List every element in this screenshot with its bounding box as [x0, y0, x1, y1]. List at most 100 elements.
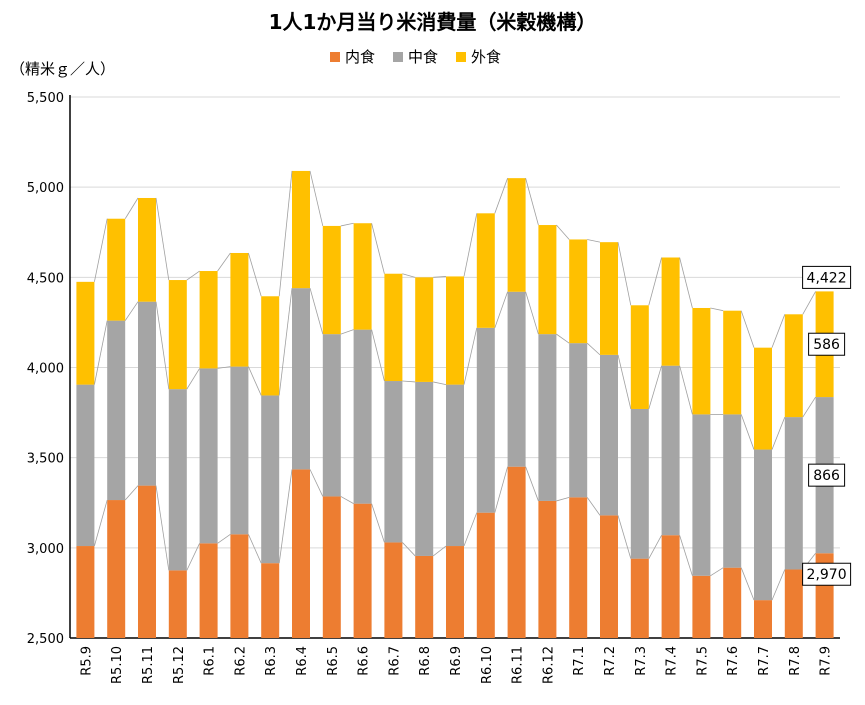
bar-gaishoku: [692, 307, 711, 415]
legend-item-uchishoku: 内食: [330, 46, 375, 67]
series-line-uchishoku: [556, 496, 570, 502]
bar-uchishoku: [692, 575, 711, 638]
legend-swatch-gaishoku: [456, 51, 467, 62]
y-axis-unit-label: （精米ｇ／人）: [10, 60, 116, 78]
bar-nakashoku: [138, 301, 156, 486]
x-tick-label: R6.5: [326, 646, 341, 676]
series-line-gaishoku: [679, 257, 693, 309]
series-line-uchishoku: [525, 466, 539, 502]
series-line-uchishoku: [494, 466, 508, 513]
series-line-gaishoku: [525, 178, 539, 226]
bar-nakashoku: [353, 329, 372, 504]
bar-nakashoku: [446, 384, 464, 547]
series-line-nakashoku: [679, 365, 693, 415]
series-line-gaishoku: [433, 276, 447, 278]
series-line-nakashoku: [771, 416, 786, 450]
y-tick-label: 4,000: [27, 362, 64, 377]
series-line-gaishoku: [556, 224, 570, 240]
x-tick-label: R6.9: [449, 646, 464, 676]
x-tick-label: R7.2: [603, 646, 618, 676]
x-tick-label: R7.7: [757, 646, 772, 676]
series-line-gaishoku: [186, 270, 200, 281]
series-line-gaishoku: [248, 252, 262, 297]
bar-nakashoku: [415, 381, 434, 556]
series-line-gaishoku: [494, 178, 508, 214]
bar-gaishoku: [230, 252, 249, 367]
series-line-uchishoku: [124, 485, 139, 501]
bar-gaishoku: [600, 242, 618, 355]
series-line-gaishoku: [463, 213, 478, 277]
bar-uchishoku: [76, 546, 95, 638]
x-tick-label: R6.4: [295, 646, 310, 676]
chart-title: 1人1か月当り米消費量（米穀機構）: [268, 10, 597, 34]
bar-gaishoku: [168, 280, 187, 390]
bar-nakashoku: [784, 417, 803, 570]
x-tick-label: R7.4: [665, 646, 680, 676]
series-line-uchishoku: [402, 542, 416, 557]
legend-label-gaishoku: 外食: [471, 48, 502, 66]
bar-nakashoku: [107, 320, 126, 501]
legend-label-uchishoku: 内食: [345, 48, 376, 66]
bar-gaishoku: [199, 271, 218, 369]
series-line-nakashoku: [556, 333, 570, 344]
bar-nakashoku: [538, 334, 557, 501]
x-tick-label: R7.3: [634, 646, 649, 676]
legend-item-gaishoku: 外食: [456, 46, 501, 67]
bar-nakashoku: [230, 366, 249, 535]
bar-nakashoku: [600, 354, 618, 516]
series-line-gaishoku: [309, 170, 324, 227]
x-tick-label: R6.11: [511, 646, 526, 684]
bar-nakashoku: [76, 384, 95, 547]
bar-uchishoku: [168, 570, 187, 638]
x-tick-label: R7.1: [572, 646, 587, 676]
series-line-nakashoku: [586, 342, 601, 356]
series-line-gaishoku: [802, 291, 816, 315]
series-line-gaishoku: [124, 197, 139, 219]
series-line-uchishoku: [371, 503, 385, 543]
y-tick-label: 3,000: [27, 542, 64, 557]
bar-nakashoku: [292, 288, 310, 470]
bar-gaishoku: [630, 305, 649, 409]
series-line-uchishoku: [309, 469, 324, 497]
bar-gaishoku: [754, 347, 772, 450]
bar-nakashoku: [754, 449, 772, 601]
annotation-uchishoku: 2,970: [807, 567, 847, 583]
series-line-nakashoku: [340, 329, 354, 335]
y-tick-label: 5,000: [27, 181, 64, 196]
bar-gaishoku: [322, 225, 341, 335]
series-line-nakashoku: [278, 288, 293, 396]
bar-nakashoku: [476, 327, 495, 513]
series-line-gaishoku: [648, 257, 662, 306]
series-line-nakashoku: [740, 414, 755, 450]
bar-uchishoku: [415, 555, 434, 638]
series-line-uchishoku: [771, 569, 786, 601]
bar-gaishoku: [569, 239, 588, 344]
series-line-uchishoku: [586, 497, 601, 516]
series-line-gaishoku: [371, 223, 385, 274]
x-tick-label: R5.9: [79, 646, 94, 676]
bar-nakashoku: [569, 343, 588, 498]
series-line-nakashoku: [617, 354, 632, 410]
bar-gaishoku: [723, 310, 742, 415]
bar-nakashoku: [322, 334, 341, 497]
bar-uchishoku: [600, 515, 618, 638]
series-line-nakashoku: [525, 291, 539, 335]
bar-gaishoku: [415, 277, 434, 382]
series-line-uchishoku: [648, 535, 662, 559]
series-line-nakashoku: [124, 301, 139, 321]
bar-uchishoku: [661, 535, 680, 638]
bar-gaishoku: [661, 257, 680, 366]
series-line-gaishoku: [94, 218, 108, 282]
series-line-nakashoku: [648, 365, 662, 410]
series-line-gaishoku: [617, 242, 632, 306]
bar-uchishoku: [507, 466, 526, 638]
series-line-uchishoku: [463, 512, 478, 547]
legend-swatch-uchishoku: [330, 51, 340, 62]
bar-nakashoku: [507, 291, 526, 467]
series-line-gaishoku: [771, 314, 786, 348]
bar-uchishoku: [353, 503, 372, 638]
bar-uchishoku: [138, 485, 156, 638]
series-line-gaishoku: [587, 239, 601, 243]
series-line-nakashoku: [248, 366, 262, 396]
y-tick-label: 2,500: [27, 632, 64, 647]
